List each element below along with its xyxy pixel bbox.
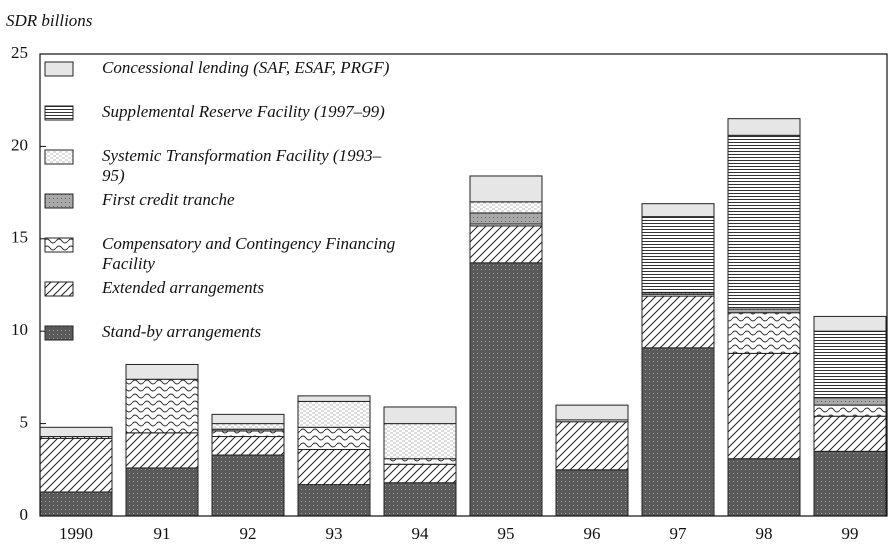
legend-label: Concessional lending (SAF, ESAF, PRGF) [102,58,390,77]
legend-label: Stand-by arrangements [102,322,262,341]
bar-segment [555,404,629,421]
legend-swatch [44,105,74,121]
x-tick-label: 91 [154,524,171,543]
legend-entry: Extended arrangements [44,278,402,322]
legend-entry: Systemic Transformation Facility (1993–9… [44,146,402,190]
bar-segment [211,436,285,456]
bar-segment [383,463,457,484]
bar-segment [641,216,715,293]
x-tick-label: 93 [326,524,343,543]
bar-segment [39,437,113,493]
legend-swatch-fill [44,149,74,165]
x-tick-label: 1990 [59,524,93,543]
legend-swatch-fill [44,61,74,77]
bar-segment [297,448,371,486]
bar-segment [39,426,113,438]
legend-swatch [44,193,74,209]
bar-segment [297,400,371,428]
subtitle: SDR billions [6,11,93,30]
bar-segment [469,201,543,214]
legend-swatch-fill [44,237,74,253]
bar-segment [469,212,543,225]
y-tick-label: 5 [20,413,29,432]
bar-segment [383,458,457,465]
bar-segment [641,203,715,218]
bar-segment [125,432,199,469]
bar-segment [125,378,199,434]
legend-swatch [44,281,74,297]
x-tick-label: 97 [670,524,688,543]
bar-segment [727,458,801,517]
bar-segment [469,225,543,264]
bar-segment [813,404,887,417]
plot-frame [39,53,888,517]
bar-segment [39,491,113,517]
bar-segment [813,450,887,517]
legend-swatch-fill [44,281,74,297]
bar-segment [125,363,199,380]
x-tick-label: 99 [842,524,859,543]
bar-segment [211,454,285,517]
bar-segment [555,469,629,517]
legend-entry: Concessional lending (SAF, ESAF, PRGF) [44,58,402,102]
legend-label: Extended arrangements [102,278,264,297]
bar-segment [727,352,801,460]
bar-segment [641,347,715,517]
legend-label: Compensatory and Contingency Financing F… [102,234,396,273]
legend-swatch-fill [44,325,74,341]
bar-segment [297,426,371,450]
x-tick-label: 96 [584,524,601,543]
legend-swatch [44,325,74,341]
legend-swatch-fill [44,193,74,209]
bar-segment [383,406,457,425]
bar-segment [641,295,715,349]
bar-segment [813,315,887,332]
y-tick-label: 10 [11,320,28,339]
bar-segment [727,312,801,354]
x-tick-label: 94 [412,524,430,543]
bar-segment [813,330,887,399]
bar-segment [727,118,801,136]
x-tick-label: 95 [498,524,515,543]
legend-label: Supplemental Reserve Facility (1997–99) [102,102,385,121]
bar-segment [297,484,371,517]
legend-entry: Stand-by arrangements [44,322,402,366]
y-tick-label: 0 [20,505,29,524]
y-tick-label: 15 [11,228,28,247]
bar-segment [211,430,285,438]
bar-segment [727,134,801,310]
legend-entry: Compensatory and Contingency Financing F… [44,234,402,278]
legend-swatch [44,237,74,253]
y-tick-label: 25 [11,43,28,62]
bar-segment [813,415,887,452]
legend-label: Systemic Transformation Facility (1993–9… [102,146,382,185]
bar-segment [211,413,285,425]
bar-segment [727,308,801,314]
y-tick-label: 20 [11,135,28,154]
legend-label: First credit tranche [102,190,235,209]
legend-swatch [44,61,74,77]
x-tick-label: 98 [756,524,773,543]
legend: Concessional lending (SAF, ESAF, PRGF) Su… [44,58,402,366]
bar-segment [297,395,371,402]
legend-entry: Supplemental Reserve Facility (1997–99) [44,102,402,146]
bar-segment [383,482,457,517]
bar-segment [383,423,457,460]
bar-segment [469,175,543,203]
x-tick-label: 92 [240,524,257,543]
legend-swatch-fill [44,105,74,121]
legend-swatch [44,149,74,165]
bar-segment [469,262,543,517]
legend-entry: First credit tranche [44,190,402,234]
bar-segment [125,467,199,517]
bar-segment [555,421,629,471]
bar-segment [813,397,887,406]
bar-segment [211,423,285,430]
